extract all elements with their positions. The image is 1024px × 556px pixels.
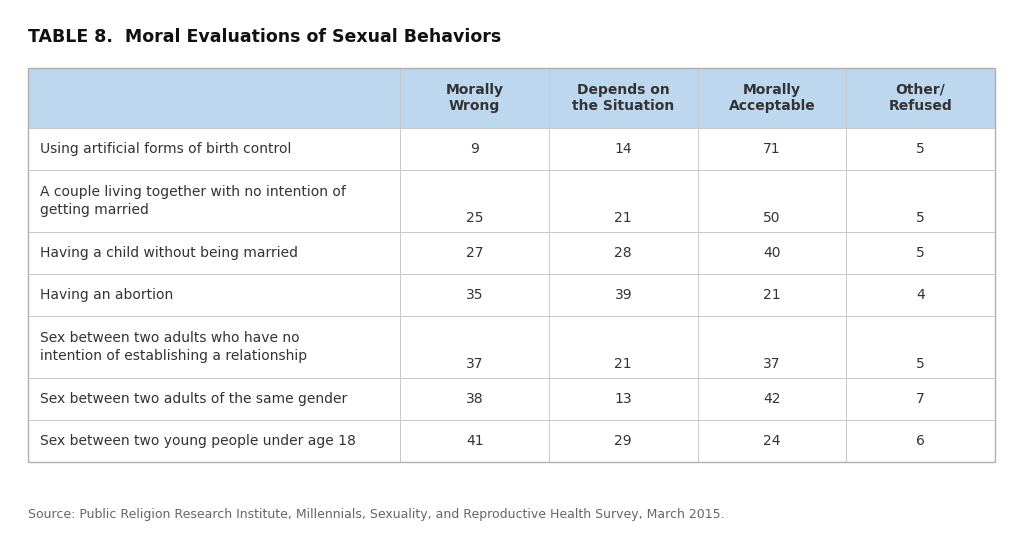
Text: 13: 13 [614, 392, 632, 406]
Text: 35: 35 [466, 288, 483, 302]
Text: 21: 21 [614, 358, 632, 371]
Text: 42: 42 [763, 392, 780, 406]
Text: 7: 7 [916, 392, 925, 406]
Text: 37: 37 [763, 358, 780, 371]
Text: Source: Public Religion Research Institute, Millennials, Sexuality, and Reproduc: Source: Public Religion Research Institu… [28, 508, 725, 521]
Text: A couple living together with no intention of
getting married: A couple living together with no intenti… [40, 185, 346, 217]
Text: Sex between two adults who have no
intention of establishing a relationship: Sex between two adults who have no inten… [40, 331, 307, 363]
Text: 28: 28 [614, 246, 632, 260]
Bar [28, 68, 995, 462]
Text: Morally
Wrong: Morally Wrong [445, 83, 504, 113]
Text: TABLE 8.  Moral Evaluations of Sexual Behaviors: TABLE 8. Moral Evaluations of Sexual Beh… [28, 28, 502, 46]
Text: 40: 40 [763, 246, 780, 260]
Text: 50: 50 [763, 211, 780, 225]
Text: 5: 5 [916, 211, 925, 225]
Text: 5: 5 [916, 246, 925, 260]
Text: Morally
Acceptable: Morally Acceptable [729, 83, 815, 113]
Text: 24: 24 [763, 434, 780, 448]
Text: Sex between two young people under age 18: Sex between two young people under age 1… [40, 434, 356, 448]
Text: 38: 38 [466, 392, 483, 406]
Text: Using artificial forms of birth control: Using artificial forms of birth control [40, 142, 292, 156]
Text: Depends on
the Situation: Depends on the Situation [572, 83, 675, 113]
Bar [28, 68, 995, 128]
Text: 27: 27 [466, 246, 483, 260]
Text: 9: 9 [470, 142, 479, 156]
Text: 5: 5 [916, 142, 925, 156]
Text: 14: 14 [614, 142, 632, 156]
Text: 71: 71 [763, 142, 780, 156]
Text: 29: 29 [614, 434, 632, 448]
Text: Sex between two adults of the same gender: Sex between two adults of the same gende… [40, 392, 347, 406]
Text: 21: 21 [614, 211, 632, 225]
Text: 6: 6 [916, 434, 925, 448]
Text: 4: 4 [916, 288, 925, 302]
Text: Having a child without being married: Having a child without being married [40, 246, 298, 260]
Text: 5: 5 [916, 358, 925, 371]
Text: 21: 21 [763, 288, 780, 302]
Text: Having an abortion: Having an abortion [40, 288, 173, 302]
Text: Other/
Refused: Other/ Refused [889, 83, 952, 113]
Text: 39: 39 [614, 288, 632, 302]
Text: 37: 37 [466, 358, 483, 371]
Text: 41: 41 [466, 434, 483, 448]
Bar [28, 68, 995, 462]
Text: 25: 25 [466, 211, 483, 225]
